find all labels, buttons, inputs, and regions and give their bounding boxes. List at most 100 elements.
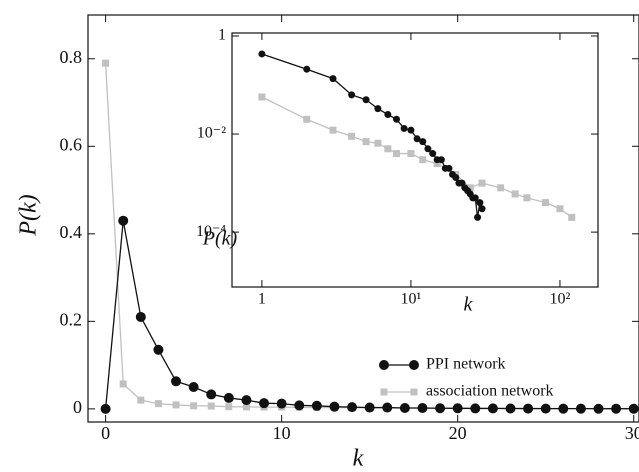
point xyxy=(466,184,474,192)
point xyxy=(558,403,569,414)
inset: 1 10¹ 10² 1 10⁻² 10⁻⁴ k P(k) xyxy=(196,27,599,316)
point xyxy=(511,190,519,198)
x-tick-label: 1 xyxy=(258,291,266,308)
point xyxy=(154,400,162,408)
point xyxy=(382,402,393,413)
point xyxy=(190,402,198,410)
legend-label: association network xyxy=(426,383,554,400)
point xyxy=(593,403,604,414)
point xyxy=(400,124,408,132)
point xyxy=(556,205,564,213)
point xyxy=(424,145,432,153)
x-axis-label: k xyxy=(464,294,474,316)
y-axis-label: P(k) xyxy=(16,194,42,236)
point xyxy=(487,403,498,414)
point xyxy=(542,199,550,207)
point xyxy=(241,395,252,406)
point xyxy=(258,93,266,101)
point xyxy=(362,96,370,104)
point xyxy=(419,156,427,164)
point xyxy=(362,138,370,146)
data-layer xyxy=(258,50,576,221)
legend-marker xyxy=(409,360,419,370)
point xyxy=(137,396,145,404)
point xyxy=(470,403,481,414)
point xyxy=(568,213,576,221)
point xyxy=(102,59,110,67)
point xyxy=(258,50,266,58)
x-axis-label: k xyxy=(353,446,364,472)
point xyxy=(188,381,199,392)
point xyxy=(329,401,340,412)
point xyxy=(471,194,479,202)
point xyxy=(419,138,427,146)
point xyxy=(153,344,164,355)
data-layer xyxy=(100,59,639,414)
y-tick-label: 0.6 xyxy=(60,134,83,154)
point xyxy=(523,194,531,202)
y-tick-label: 0.4 xyxy=(60,222,83,242)
point xyxy=(452,403,463,414)
x-tick-label: 10² xyxy=(550,291,571,308)
point xyxy=(172,401,180,409)
point xyxy=(429,150,437,158)
y-axis-label: P(k) xyxy=(202,228,238,250)
x-tick-label: 30 xyxy=(625,423,639,443)
point xyxy=(540,403,551,414)
point xyxy=(628,403,639,414)
point xyxy=(611,403,622,414)
point xyxy=(392,115,400,123)
point xyxy=(171,376,182,387)
y-tick-label: 0.2 xyxy=(60,309,83,329)
point xyxy=(523,403,534,414)
point xyxy=(259,398,270,409)
point xyxy=(276,398,287,409)
point xyxy=(206,389,217,400)
point xyxy=(311,400,322,411)
point xyxy=(497,184,505,192)
legend-marker xyxy=(380,388,388,396)
point xyxy=(100,403,111,414)
point xyxy=(407,126,415,134)
point xyxy=(294,400,305,411)
point xyxy=(384,145,392,153)
x-tick-label: 20 xyxy=(449,423,467,443)
point xyxy=(118,215,129,226)
x-tick-label: 10 xyxy=(273,423,291,443)
y-tick-label: 10⁻² xyxy=(197,125,226,142)
legend-label: PPI network xyxy=(426,356,506,373)
point xyxy=(347,402,358,413)
point xyxy=(417,402,428,413)
point xyxy=(478,205,486,213)
y-tick-label: 0.8 xyxy=(60,47,83,67)
point xyxy=(452,173,460,181)
point xyxy=(225,403,233,411)
point xyxy=(437,156,445,164)
point xyxy=(119,380,127,388)
point xyxy=(407,150,415,158)
point xyxy=(303,65,311,73)
point xyxy=(399,402,410,413)
point xyxy=(374,105,382,113)
point xyxy=(303,115,311,123)
point xyxy=(384,111,392,119)
plot-frame xyxy=(231,32,599,288)
point xyxy=(392,150,400,158)
point xyxy=(575,403,586,414)
x-tick-label: 10¹ xyxy=(401,291,422,308)
point xyxy=(478,179,486,187)
point xyxy=(223,392,234,403)
point xyxy=(329,75,337,83)
point xyxy=(242,403,250,411)
point xyxy=(435,403,446,414)
x-tick-label: 0 xyxy=(101,423,110,443)
y-tick-label: 10⁻⁴ xyxy=(196,223,226,240)
point xyxy=(135,311,146,322)
point xyxy=(348,132,356,140)
legend-marker xyxy=(410,388,418,396)
point xyxy=(413,135,421,143)
point xyxy=(364,402,375,413)
y-tick-label: 0 xyxy=(73,397,82,417)
point xyxy=(348,91,356,99)
